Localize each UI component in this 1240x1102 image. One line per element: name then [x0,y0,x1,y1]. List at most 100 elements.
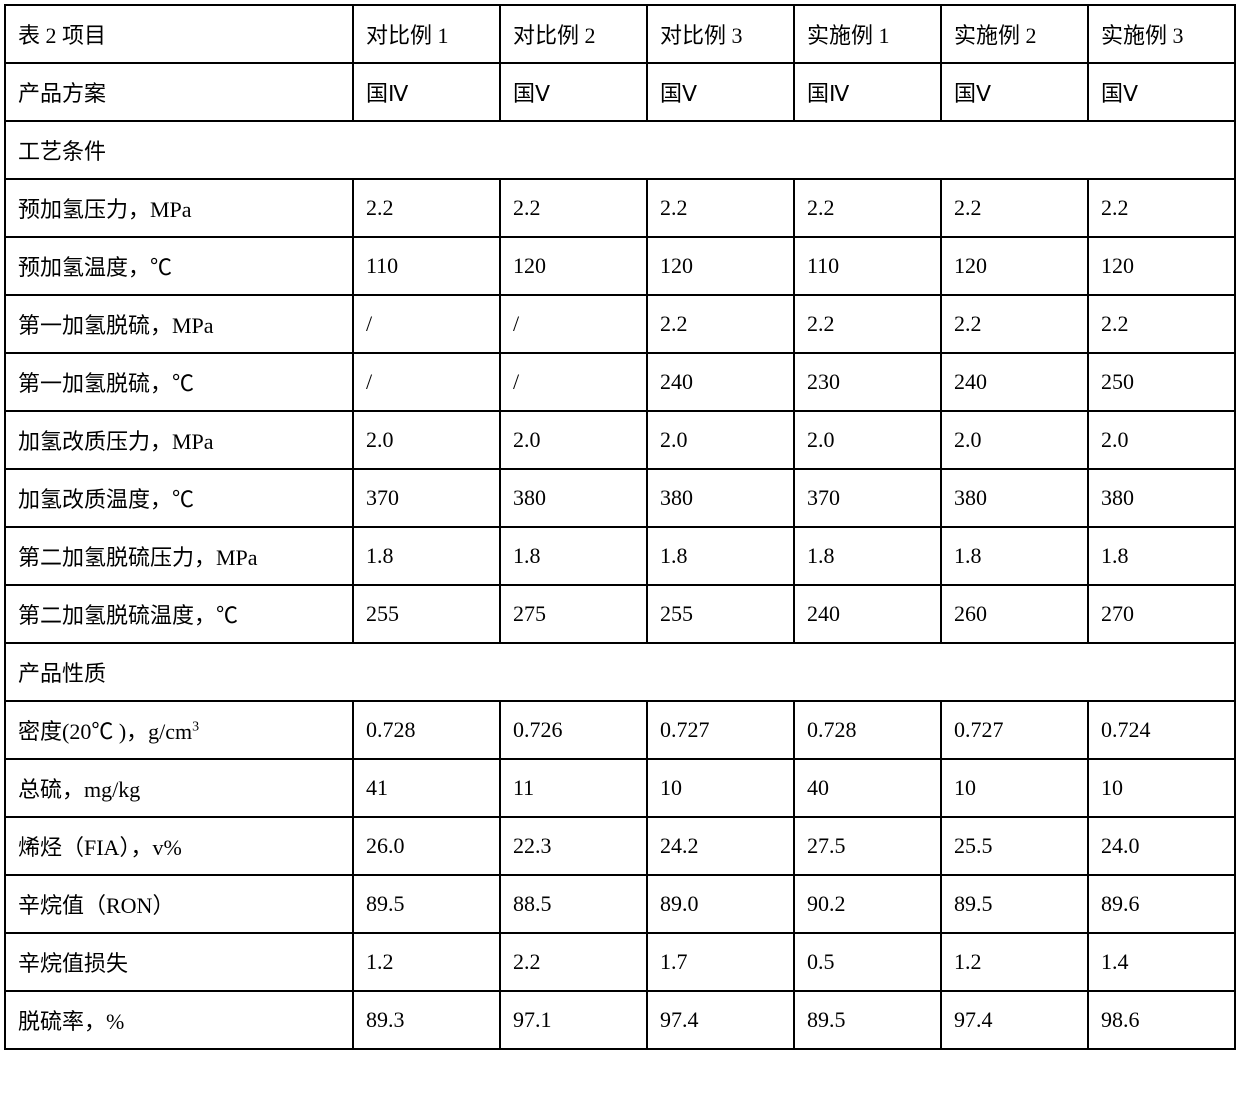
cell: 2.2 [1088,295,1235,353]
cell: 0.5 [794,933,941,991]
cell: 2.2 [647,179,794,237]
cell: 250 [1088,353,1235,411]
table-row: 辛烷值损失 1.2 2.2 1.7 0.5 1.2 1.4 [5,933,1235,991]
table-header-row: 表 2 项目 对比例 1 对比例 2 对比例 3 实施例 1 实施例 2 实施例… [5,5,1235,63]
row-label: 总硫，mg/kg [5,759,353,817]
cell: 380 [647,469,794,527]
row-label: 第一加氢脱硫，℃ [5,353,353,411]
cell: 90.2 [794,875,941,933]
cell: 255 [353,585,500,643]
product-scheme-c6: 国Ⅴ [1088,63,1235,121]
cell: 0.728 [794,701,941,759]
table-row: 预加氢温度，℃ 110 120 120 110 120 120 [5,237,1235,295]
cell: 10 [1088,759,1235,817]
cell: 1.8 [1088,527,1235,585]
cell: 89.5 [353,875,500,933]
table-row: 第二加氢脱硫压力，MPa 1.8 1.8 1.8 1.8 1.8 1.8 [5,527,1235,585]
cell: 1.7 [647,933,794,991]
row-label: 密度(20℃ )，g/cm3 [5,701,353,759]
cell: 240 [941,353,1088,411]
cell: 2.2 [353,179,500,237]
cell: 1.2 [941,933,1088,991]
product-scheme-c5: 国Ⅴ [941,63,1088,121]
cell: 1.8 [794,527,941,585]
cell: 370 [353,469,500,527]
cell: 120 [647,237,794,295]
cell: 2.0 [941,411,1088,469]
header-label: 表 2 项目 [5,5,353,63]
header-c2: 对比例 2 [500,5,647,63]
section1-title: 工艺条件 [5,121,1235,179]
table-row: 加氢改质温度，℃ 370 380 380 370 380 380 [5,469,1235,527]
row-label: 第二加氢脱硫温度，℃ [5,585,353,643]
row-label: 辛烷值损失 [5,933,353,991]
header-c6: 实施例 3 [1088,5,1235,63]
cell: 240 [647,353,794,411]
cell: 110 [794,237,941,295]
cell: 2.0 [353,411,500,469]
cell: / [353,353,500,411]
cell: 0.726 [500,701,647,759]
section-properties-header: 产品性质 [5,643,1235,701]
table-row: 第一加氢脱硫，℃ / / 240 230 240 250 [5,353,1235,411]
cell: 110 [353,237,500,295]
table-row: 第二加氢脱硫温度，℃ 255 275 255 240 260 270 [5,585,1235,643]
cell: 260 [941,585,1088,643]
cell: 120 [1088,237,1235,295]
section-process-header: 工艺条件 [5,121,1235,179]
cell: 2.2 [1088,179,1235,237]
cell: 2.0 [1088,411,1235,469]
table-row: 总硫，mg/kg 41 11 10 40 10 10 [5,759,1235,817]
cell: 2.2 [941,179,1088,237]
row-label: 烯烃（FIA），v% [5,817,353,875]
cell: 24.0 [1088,817,1235,875]
cell: / [500,295,647,353]
cell: 2.2 [500,179,647,237]
row-label: 脱硫率，% [5,991,353,1049]
cell: 2.0 [647,411,794,469]
cell: 255 [647,585,794,643]
header-c5: 实施例 2 [941,5,1088,63]
cell: 89.3 [353,991,500,1049]
cell: 27.5 [794,817,941,875]
cell: / [500,353,647,411]
cell: 230 [794,353,941,411]
cell: 1.2 [353,933,500,991]
cell: 1.8 [941,527,1088,585]
header-c3: 对比例 3 [647,5,794,63]
cell: 1.8 [647,527,794,585]
cell: 275 [500,585,647,643]
cell: 2.0 [794,411,941,469]
section2-title: 产品性质 [5,643,1235,701]
cell: 120 [941,237,1088,295]
cell: 26.0 [353,817,500,875]
cell: / [353,295,500,353]
cell: 2.2 [500,933,647,991]
cell: 0.727 [941,701,1088,759]
cell: 370 [794,469,941,527]
cell: 2.2 [941,295,1088,353]
table-row: 加氢改质压力，MPa 2.0 2.0 2.0 2.0 2.0 2.0 [5,411,1235,469]
cell: 380 [1088,469,1235,527]
cell: 25.5 [941,817,1088,875]
table-row: 脱硫率，% 89.3 97.1 97.4 89.5 97.4 98.6 [5,991,1235,1049]
table-row: 预加氢压力，MPa 2.2 2.2 2.2 2.2 2.2 2.2 [5,179,1235,237]
product-scheme-row: 产品方案 国Ⅳ 国Ⅴ 国Ⅴ 国Ⅳ 国Ⅴ 国Ⅴ [5,63,1235,121]
cell: 22.3 [500,817,647,875]
cell: 380 [500,469,647,527]
cell: 24.2 [647,817,794,875]
cell: 41 [353,759,500,817]
cell: 2.0 [500,411,647,469]
cell: 1.8 [353,527,500,585]
cell: 89.0 [647,875,794,933]
product-scheme-label: 产品方案 [5,63,353,121]
data-table: 表 2 项目 对比例 1 对比例 2 对比例 3 实施例 1 实施例 2 实施例… [4,4,1236,1050]
cell: 0.727 [647,701,794,759]
row-label: 第一加氢脱硫，MPa [5,295,353,353]
row-label: 加氢改质压力，MPa [5,411,353,469]
product-scheme-c3: 国Ⅴ [647,63,794,121]
cell: 40 [794,759,941,817]
row-label: 预加氢温度，℃ [5,237,353,295]
cell: 89.6 [1088,875,1235,933]
cell: 2.2 [794,179,941,237]
